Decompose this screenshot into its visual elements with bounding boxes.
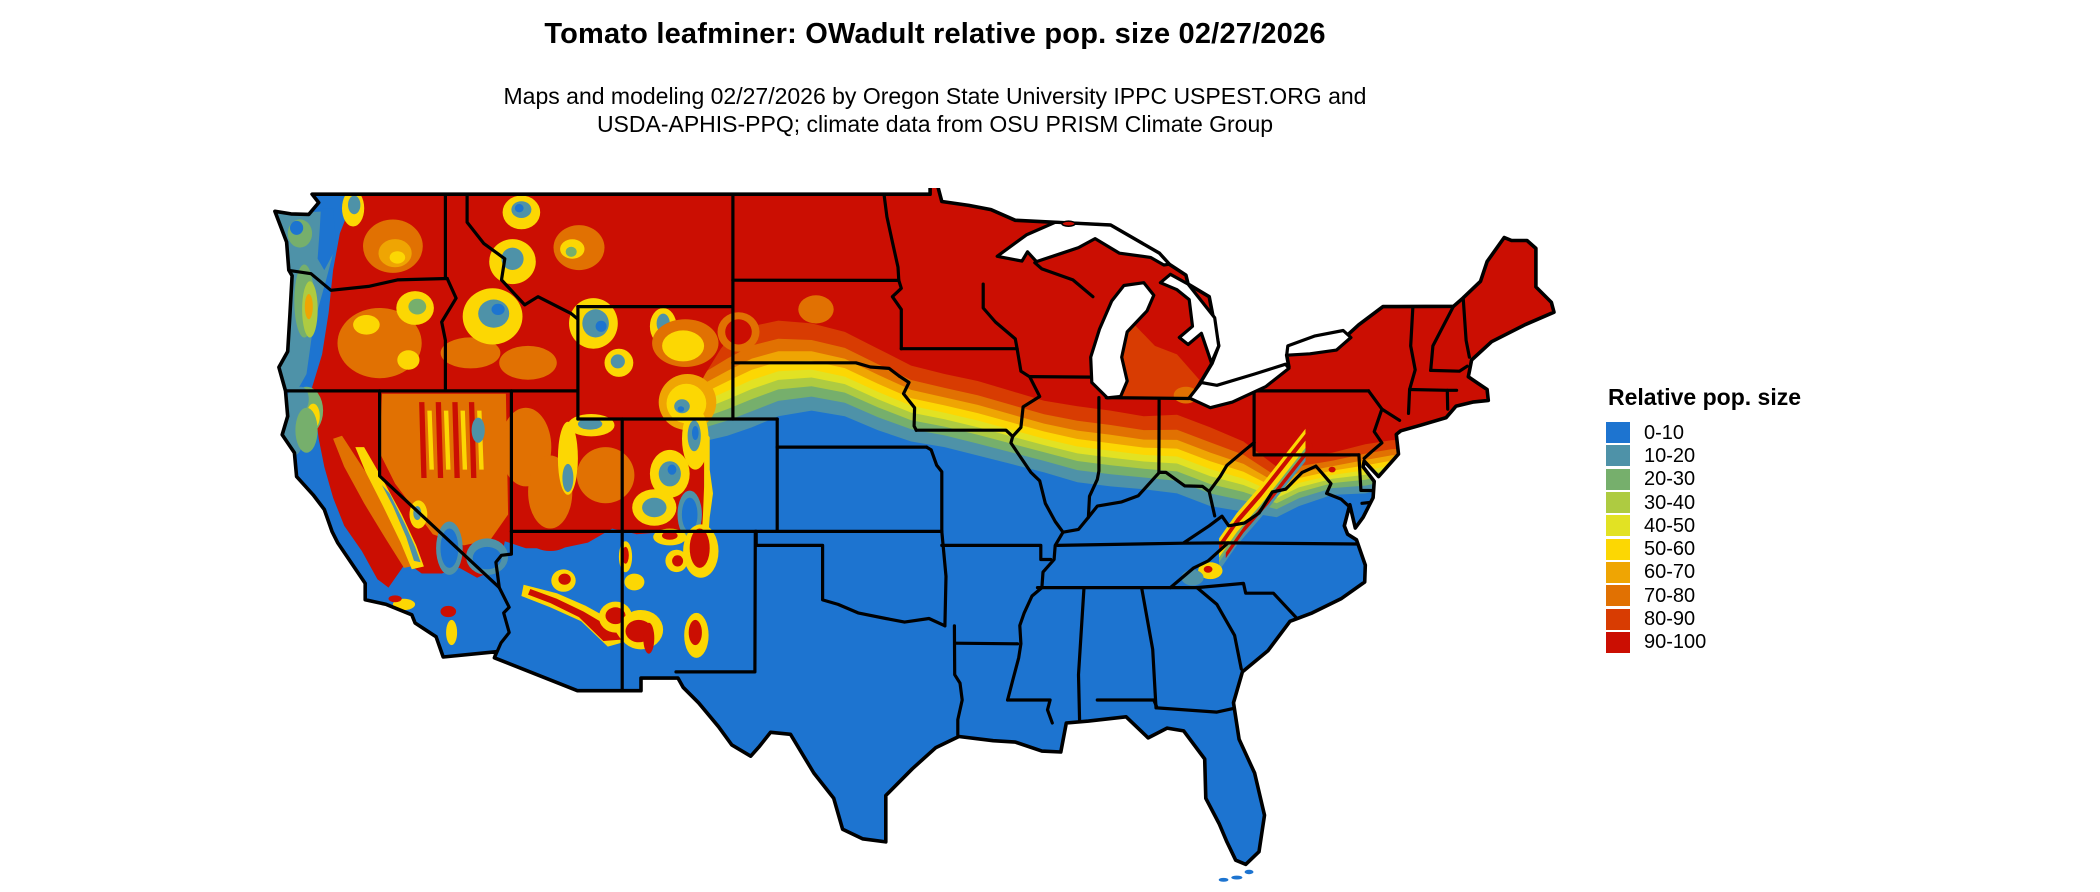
legend-swatch-5	[1606, 538, 1630, 560]
legend-row: 70-80	[1606, 584, 1886, 607]
legend-label: 60-70	[1644, 561, 1696, 584]
map-attribution: Maps and modeling 02/27/2026 by Oregon S…	[0, 82, 1870, 138]
legend-row: 20-30	[1606, 468, 1886, 491]
legend-swatch-8	[1606, 608, 1630, 630]
page-title: Tomato leafminer: OWadult relative pop. …	[544, 18, 1326, 50]
florida-keys	[1244, 869, 1254, 875]
legend-swatch-0	[1606, 422, 1630, 444]
attribution-line-2: USDA-APHIS-PPQ; climate data from OSU PR…	[596, 111, 1274, 137]
legend-swatch-3	[1606, 492, 1630, 514]
legend-row: 40-50	[1606, 514, 1886, 537]
legend-row: 50-60	[1606, 537, 1886, 560]
attribution-line-1: Maps and modeling 02/27/2026 by Oregon S…	[503, 83, 1367, 109]
legend-row: 90-100	[1606, 631, 1886, 654]
legend-swatch-1	[1606, 445, 1630, 467]
legend-label: 30-40	[1644, 491, 1696, 514]
florida-keys	[1231, 875, 1243, 880]
great-lakes	[995, 220, 1353, 410]
florida-keys	[1218, 877, 1229, 882]
legend-label: 0-10	[1644, 421, 1685, 444]
legend-label: 70-80	[1644, 584, 1696, 607]
legend-swatch-6	[1606, 561, 1630, 583]
legend: Relative pop. size 0-10 10-20 20-30 30-40 40…	[1606, 384, 1886, 654]
legend-label: 80-90	[1644, 608, 1696, 631]
us-map	[270, 181, 1566, 892]
legend-swatch-2	[1606, 468, 1630, 490]
legend-label: 10-20	[1644, 444, 1696, 467]
legend-row: 60-70	[1606, 561, 1886, 584]
legend-label: 20-30	[1644, 468, 1696, 491]
legend-swatch-7	[1606, 585, 1630, 607]
map-raster	[274, 183, 1554, 865]
us-map-svg	[273, 181, 1556, 882]
legend-label: 90-100	[1644, 631, 1707, 654]
legend-items: 0-10 10-20 20-30 30-40 40-50 50-60 60-70 70-80 8…	[1606, 421, 1886, 654]
isle-royale	[1061, 220, 1076, 227]
legend-swatch-4	[1606, 515, 1630, 537]
legend-label: 50-60	[1644, 538, 1696, 561]
legend-row: 10-20	[1606, 444, 1886, 467]
legend-row: 0-10	[1606, 421, 1886, 444]
legend-swatch-9	[1606, 631, 1630, 653]
state-borders	[281, 192, 1471, 737]
legend-row: 80-90	[1606, 607, 1886, 630]
legend-label: 40-50	[1644, 514, 1696, 537]
legend-row: 30-40	[1606, 491, 1886, 514]
legend-title: Relative pop. size	[1608, 384, 1802, 410]
